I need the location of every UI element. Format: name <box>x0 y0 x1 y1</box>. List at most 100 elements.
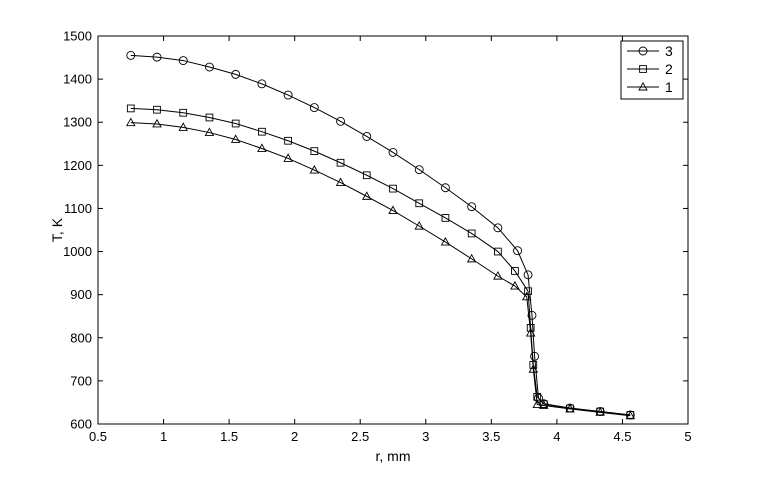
data-point-circle <box>178 56 188 66</box>
data-point-square <box>258 127 266 136</box>
data-point-circle <box>527 310 537 320</box>
x-tick-label: 4 <box>553 429 560 444</box>
data-point-square <box>205 113 214 122</box>
x-tick-label: 1 <box>160 429 167 444</box>
series-layer <box>126 50 636 420</box>
x-axis-ticks: 0.5 1 1.5 2 2.5 3 3.5 4 4.5 5 <box>89 36 692 444</box>
x-tick-label: 4.5 <box>613 429 631 444</box>
data-point-circle <box>440 183 450 193</box>
data-point-circle <box>493 223 503 233</box>
y-tick-label: 700 <box>70 373 92 388</box>
data-point-circle <box>336 116 346 126</box>
legend-label: 1 <box>665 79 673 95</box>
data-point-circle <box>152 52 162 62</box>
data-point-triangle <box>126 117 136 127</box>
series-3 <box>126 50 635 420</box>
data-point-square <box>511 267 519 275</box>
y-tick-label: 1200 <box>63 158 92 173</box>
x-tick-label: 5 <box>684 429 691 444</box>
series-line <box>130 54 631 416</box>
data-point-square <box>639 65 647 73</box>
data-point-triangle <box>388 205 398 215</box>
data-point-square <box>231 119 240 128</box>
data-point-circle <box>257 79 267 89</box>
data-point-triangle <box>638 81 648 91</box>
data-point-triangle <box>335 177 346 187</box>
data-point-circle <box>388 147 398 157</box>
legend-label: 2 <box>665 61 673 77</box>
y-tick-label: 800 <box>70 330 92 345</box>
data-point-triangle <box>539 400 549 409</box>
data-point-triangle <box>493 271 503 280</box>
data-point-square <box>126 104 135 113</box>
series-1 <box>126 117 636 420</box>
data-point-circle <box>467 202 477 212</box>
data-point-triangle <box>283 153 293 162</box>
legend-item: 1 <box>627 79 673 95</box>
data-point-circle <box>204 62 214 72</box>
data-point-square <box>153 105 161 114</box>
data-point-square <box>336 158 345 167</box>
x-tick-label: 3 <box>422 429 429 444</box>
data-point-triangle <box>528 364 539 373</box>
y-tick-label: 1400 <box>63 72 92 87</box>
data-point-circle <box>231 69 241 79</box>
legend-box <box>620 40 684 100</box>
data-point-triangle <box>178 122 188 131</box>
data-point-circle <box>414 165 424 175</box>
legend-label: 3 <box>665 43 673 59</box>
legend-item: 3 <box>627 43 673 59</box>
series-line <box>130 122 631 417</box>
series-line <box>130 107 631 416</box>
data-point-triangle <box>230 134 241 143</box>
data-point-triangle <box>565 403 575 413</box>
data-point-circle <box>126 50 136 60</box>
data-point-circle <box>523 270 533 280</box>
x-tick-label: 2.5 <box>351 429 369 444</box>
legend-item: 2 <box>627 61 673 77</box>
legend: 3 2 1 <box>620 40 684 100</box>
data-point-triangle <box>414 220 424 230</box>
data-point-triangle <box>204 127 215 137</box>
data-point-triangle <box>625 410 636 420</box>
data-point-square <box>441 214 450 222</box>
data-point-circle <box>513 246 523 256</box>
data-point-circle <box>283 90 293 100</box>
x-tick-label: 0.5 <box>89 429 107 444</box>
data-point-triangle <box>532 399 542 409</box>
data-point-triangle <box>595 407 605 416</box>
data-point-triangle <box>440 236 451 246</box>
data-point-circle <box>638 46 648 56</box>
data-point-square <box>415 199 424 208</box>
data-point-square <box>179 108 188 117</box>
data-point-square <box>284 136 292 145</box>
y-tick-label: 1300 <box>63 115 92 130</box>
data-point-triangle <box>362 191 372 200</box>
data-point-triangle <box>525 327 536 337</box>
data-point-square <box>310 147 319 155</box>
y-axis-label: T, K <box>49 217 65 242</box>
data-point-square <box>389 184 397 193</box>
data-point-triangle <box>466 253 477 263</box>
data-point-circle <box>530 351 540 361</box>
y-tick-label: 1100 <box>64 201 92 216</box>
data-point-triangle <box>309 164 320 174</box>
x-axis-label: r, mm <box>376 448 411 464</box>
data-point-circle <box>309 103 319 113</box>
data-point-triangle <box>521 291 532 301</box>
series-2 <box>126 104 635 419</box>
x-tick-label: 1.5 <box>220 429 238 444</box>
y-tick-label: 900 <box>70 287 92 302</box>
y-tick-label: 1000 <box>63 244 92 259</box>
plot-frame <box>97 35 689 425</box>
data-point-triangle <box>257 143 267 152</box>
data-point-circle <box>362 131 372 141</box>
data-point-square <box>467 229 476 238</box>
data-point-triangle <box>152 118 162 128</box>
x-tick-label: 3.5 <box>482 429 500 444</box>
data-point-square <box>362 171 371 180</box>
data-point-triangle <box>510 280 520 290</box>
x-tick-label: 2 <box>291 429 298 444</box>
y-axis-ticks: 600 700 800 900 1000 1100 1200 1300 1400 1500 <box>63 29 688 432</box>
